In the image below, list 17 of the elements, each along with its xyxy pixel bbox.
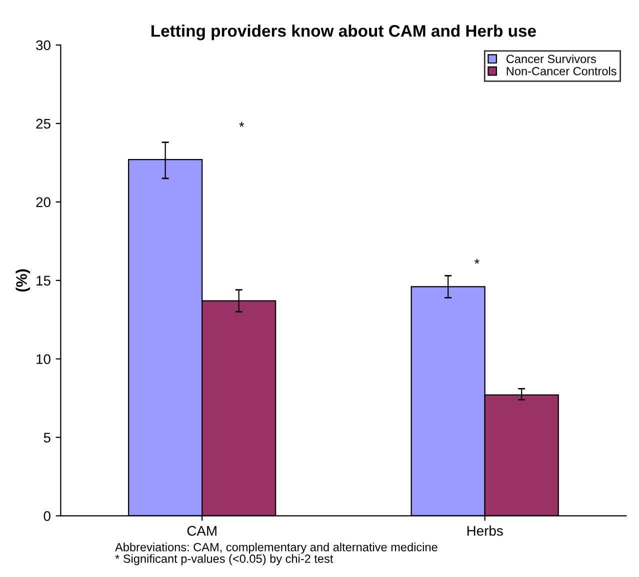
text: * Significant p-values (<0.05) by chi-2 test: [115, 554, 334, 566]
text: Abbreviations: CAM, complementary and alternative medicine: [115, 542, 438, 554]
y-tick-label: 30: [36, 40, 50, 50]
x-tick-label: Herbs: [467, 526, 503, 536]
y-axis-title: (%): [16, 269, 30, 292]
legend-label: Non-Cancer Controls: [506, 66, 616, 76]
y-tick-label: 0: [44, 511, 50, 522]
y-tick-label: 25: [36, 118, 50, 129]
legend-label: Cancer Survivors: [506, 54, 596, 64]
x-tick-label: CAM: [187, 526, 216, 536]
y-tick-label: 10: [36, 354, 50, 364]
y-tick-label: 5: [44, 432, 50, 443]
annotation: *: [474, 258, 480, 264]
y-tick-label: 15: [36, 276, 50, 286]
y-tick-label: 20: [36, 197, 50, 208]
chart-title: Letting providers know about CAM and Herb use: [152, 24, 536, 40]
annotation: *: [239, 122, 244, 127]
